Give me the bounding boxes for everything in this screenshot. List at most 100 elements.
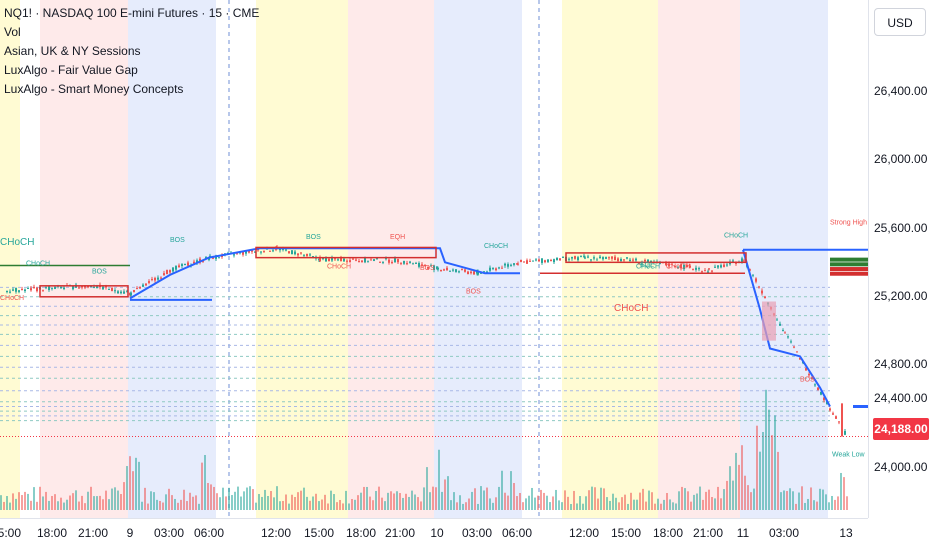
trailing-structure-line	[129, 247, 520, 300]
indicator-vol[interactable]: Vol	[4, 25, 21, 39]
candle-body	[436, 266, 438, 269]
volume-bar	[816, 501, 818, 510]
volume-bar	[186, 501, 188, 510]
volume-bar	[525, 498, 527, 510]
volume-bar	[582, 503, 584, 510]
chart-canvas[interactable]: CHoCH CHoCH BOS CHoCH BOS BOS EQH CHoCH BOS BOS CH…	[0, 0, 868, 518]
volume-bar	[81, 495, 83, 510]
volume-bar	[6, 496, 8, 510]
candle-body	[184, 263, 186, 266]
time-tick: 11	[736, 526, 750, 540]
structure-label: CHoCH	[666, 264, 690, 271]
price-axis[interactable]	[868, 0, 932, 518]
volume-bar	[489, 498, 491, 510]
volume-bar	[291, 494, 293, 510]
structure-label: CHoCH	[484, 243, 508, 250]
volume-bar	[795, 503, 797, 510]
candle-body	[599, 256, 601, 259]
time-tick: 12:00	[568, 526, 600, 540]
volume-bar	[696, 493, 698, 510]
candle-body	[406, 263, 408, 265]
volume-bar	[402, 497, 404, 510]
candle-body	[433, 265, 435, 271]
volume-bar	[342, 503, 344, 510]
volume-bar	[162, 502, 164, 510]
volume-bar	[786, 491, 788, 510]
indicator-smc[interactable]: LuxAlgo - Smart Money Concepts	[4, 82, 184, 96]
volume-bar	[141, 501, 143, 510]
volume-bar	[54, 494, 56, 510]
volume-bar	[324, 494, 326, 510]
candle-body	[242, 251, 244, 255]
volume-bar	[75, 490, 77, 510]
candle-body	[21, 289, 23, 291]
session-band	[40, 0, 128, 518]
chart-plot-area[interactable]: CHoCH CHoCH BOS CHoCH BOS BOS EQH CHoCH BOS BOS CH…	[0, 0, 868, 518]
candle-body	[507, 264, 509, 267]
candle-body	[504, 263, 506, 266]
candle-body	[388, 259, 390, 263]
candle-body	[820, 391, 822, 395]
volume-bar	[234, 491, 236, 510]
volume-bar	[747, 485, 749, 510]
candle-body	[556, 257, 558, 261]
candle-body	[580, 256, 582, 258]
volume-bar	[528, 495, 530, 510]
currency-button[interactable]: USD	[874, 8, 926, 36]
volume-bar	[519, 493, 521, 510]
candle-body	[796, 351, 798, 353]
candle-body	[587, 256, 589, 258]
candle-body	[741, 258, 743, 263]
volume-bar	[321, 499, 323, 510]
volume-bar	[789, 488, 791, 510]
volume-bar	[486, 487, 488, 510]
candle-body	[584, 257, 586, 259]
volume-bar	[600, 487, 602, 510]
candle-body	[517, 263, 519, 265]
volume-bar	[549, 502, 551, 510]
volume-bar	[648, 490, 650, 510]
volume-bar	[813, 500, 815, 510]
indicator-fvg[interactable]: LuxAlgo - Fair Value Gap	[4, 63, 138, 77]
volume-bar	[693, 494, 695, 510]
structure-label: CHoCH	[636, 264, 660, 271]
candle-body	[154, 277, 156, 281]
volume-bar	[564, 490, 566, 510]
volume-bar	[48, 500, 50, 510]
volume-bar	[591, 486, 593, 510]
candle-body	[45, 287, 47, 289]
volume-bar	[123, 482, 125, 510]
candle-body	[817, 387, 819, 391]
candle-body	[443, 269, 445, 271]
volume-bar	[270, 491, 272, 510]
candle-body	[400, 262, 402, 264]
volume-bar	[72, 493, 74, 510]
volume-bar	[558, 500, 560, 510]
symbol-title[interactable]: NQ1! · NASDAQ 100 E-mini Futures · 15 · …	[4, 6, 260, 20]
volume-bar	[441, 491, 443, 510]
volume-bar	[792, 491, 794, 510]
volume-bar	[237, 486, 239, 510]
volume-bar	[12, 493, 14, 510]
candle-body	[412, 263, 414, 265]
candle-body	[596, 259, 598, 261]
volume-bar	[513, 483, 515, 510]
candle-body	[202, 261, 204, 263]
volume-bar	[279, 501, 281, 510]
volume-bar	[252, 489, 254, 510]
candle-body	[458, 271, 460, 273]
candle-body	[440, 269, 442, 271]
candle-body	[340, 257, 342, 262]
volume-bar	[453, 492, 455, 510]
candle-body	[793, 346, 795, 348]
candle-body	[787, 336, 789, 338]
indicator-sessions[interactable]: Asian, UK & NY Sessions	[4, 44, 141, 58]
volume-bar	[531, 487, 533, 510]
candle-body	[720, 265, 722, 268]
volume-bar	[378, 486, 380, 510]
volume-bar	[114, 487, 116, 510]
volume-bar	[150, 491, 152, 510]
time-axis[interactable]	[0, 518, 868, 551]
volume-bar	[30, 500, 32, 510]
volume-bar	[456, 502, 458, 510]
